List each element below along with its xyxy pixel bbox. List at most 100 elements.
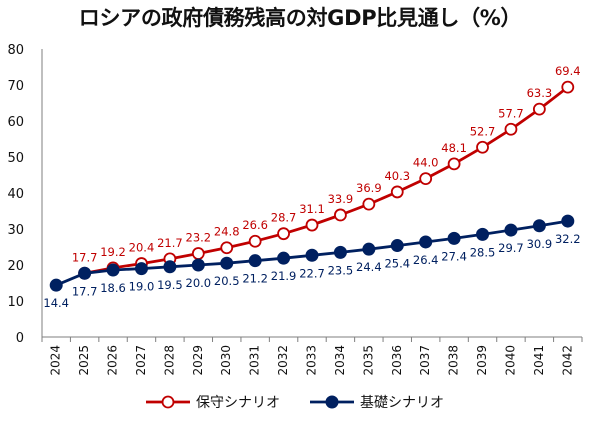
- y-tick-label: 70: [7, 79, 24, 94]
- data-label-conservative: 21.7: [157, 236, 183, 250]
- data-label-base: 29.7: [498, 241, 524, 255]
- data-label-base: 21.9: [271, 269, 297, 283]
- data-label-conservative: 69.4: [555, 64, 581, 78]
- data-label-base: 28.5: [470, 245, 496, 259]
- data-point-conservative: [532, 102, 546, 116]
- x-tick-label: 2031: [248, 345, 262, 376]
- data-point-base: [476, 227, 490, 241]
- x-tick-label: 2037: [418, 345, 432, 376]
- data-label-conservative: 20.4: [129, 241, 155, 255]
- x-tick-label: 2034: [333, 345, 347, 376]
- data-label-base: 19.0: [129, 280, 155, 294]
- data-point-conservative: [305, 218, 319, 232]
- x-tick-label: 2042: [560, 345, 574, 376]
- data-label-conservative: 31.1: [299, 202, 325, 216]
- data-label-base: 24.4: [356, 260, 382, 274]
- x-tick-label: 2032: [276, 345, 290, 376]
- data-label-conservative: 17.7: [72, 250, 98, 264]
- data-label-conservative: 33.9: [328, 192, 354, 206]
- y-tick-label: 10: [7, 295, 24, 310]
- y-tick-label: 0: [16, 331, 24, 346]
- y-tick-label: 20: [7, 259, 24, 274]
- x-tick-label: 2038: [447, 345, 461, 376]
- data-label-conservative: 36.9: [356, 181, 382, 195]
- data-label-base: 32.2: [555, 232, 581, 246]
- data-point-base: [447, 231, 461, 245]
- data-point-conservative: [561, 80, 575, 94]
- data-point-base: [277, 251, 291, 265]
- data-point-base: [532, 219, 546, 233]
- data-point-conservative: [277, 227, 290, 241]
- data-label-base: 20.5: [214, 274, 240, 288]
- data-label-conservative: 48.1: [441, 141, 467, 155]
- chart-title: ロシアの政府債務残高の対GDP比見通し（%）: [78, 6, 522, 30]
- y-tick-label: 40: [7, 187, 24, 202]
- x-tick-label: 2040: [503, 345, 517, 376]
- y-tick-label: 50: [7, 151, 24, 166]
- x-tick-label: 2028: [162, 345, 176, 376]
- data-point-conservative: [220, 241, 234, 255]
- data-point-conservative: [191, 247, 205, 260]
- data-point-base: [49, 278, 63, 292]
- data-point-base: [248, 254, 262, 268]
- legend-marker-base: [325, 395, 339, 409]
- data-point-base: [362, 242, 376, 256]
- data-label-base: 25.4: [384, 257, 410, 271]
- x-tick-label: 2026: [106, 345, 120, 376]
- x-tick-label: 2035: [361, 345, 375, 376]
- x-tick-label: 2029: [191, 345, 205, 376]
- data-label-base: 21.2: [242, 272, 268, 286]
- y-tick-label: 80: [7, 43, 24, 58]
- data-label-conservative: 52.7: [470, 124, 496, 138]
- data-point-base: [191, 258, 205, 272]
- data-point-conservative: [476, 140, 489, 154]
- data-label-base: 22.7: [299, 266, 325, 280]
- data-label-base: 26.4: [413, 253, 439, 267]
- data-label-base: 27.4: [441, 249, 467, 263]
- y-tick-label: 60: [7, 115, 24, 130]
- x-tick-label: 2027: [134, 345, 148, 376]
- data-point-conservative: [362, 197, 376, 211]
- data-point-conservative: [390, 185, 404, 199]
- legend-marker-conservative: [161, 395, 175, 409]
- data-label-conservative: 57.7: [498, 106, 524, 120]
- data-point-base: [419, 235, 433, 249]
- y-tick-label: 30: [7, 223, 24, 238]
- data-label-base: 20.0: [186, 276, 212, 290]
- data-point-conservative: [334, 208, 347, 222]
- data-label-base: 23.5: [328, 263, 354, 277]
- data-label-conservative: 63.3: [527, 86, 553, 100]
- x-tick-label: 2033: [305, 345, 319, 376]
- legend-label-conservative: 保守シナリオ: [196, 395, 280, 411]
- legend-label-base: 基礎シナリオ: [360, 394, 444, 411]
- data-label-base: 19.5: [157, 278, 183, 292]
- data-point-base: [333, 245, 347, 259]
- data-label-base: 30.9: [527, 237, 553, 251]
- data-label-conservative: 40.3: [384, 169, 410, 183]
- data-label-conservative: 23.2: [186, 230, 212, 244]
- data-label-conservative: 24.8: [214, 225, 240, 239]
- data-point-base: [78, 266, 92, 280]
- data-point-conservative: [504, 122, 518, 136]
- x-tick-label: 2041: [532, 345, 546, 376]
- x-tick-label: 2036: [390, 345, 404, 376]
- data-label-base: 14.4: [43, 296, 69, 310]
- x-tick-label: 2025: [77, 345, 91, 376]
- data-label-base: 17.7: [72, 284, 98, 298]
- x-tick-label: 2030: [219, 345, 233, 376]
- data-label-conservative: 28.7: [271, 211, 297, 225]
- data-point-conservative: [419, 172, 433, 186]
- data-point-base: [390, 239, 404, 253]
- data-point-conservative: [447, 157, 461, 171]
- data-label-conservative: 26.6: [242, 218, 268, 232]
- data-label-conservative: 19.2: [100, 245, 126, 259]
- data-point-base: [305, 248, 319, 262]
- data-point-base: [163, 260, 177, 274]
- data-point-base: [106, 263, 120, 277]
- data-label-base: 18.6: [100, 281, 126, 295]
- x-tick-label: 2039: [475, 345, 489, 376]
- data-point-base: [561, 214, 575, 228]
- data-point-conservative: [248, 234, 262, 248]
- data-point-base: [504, 223, 518, 237]
